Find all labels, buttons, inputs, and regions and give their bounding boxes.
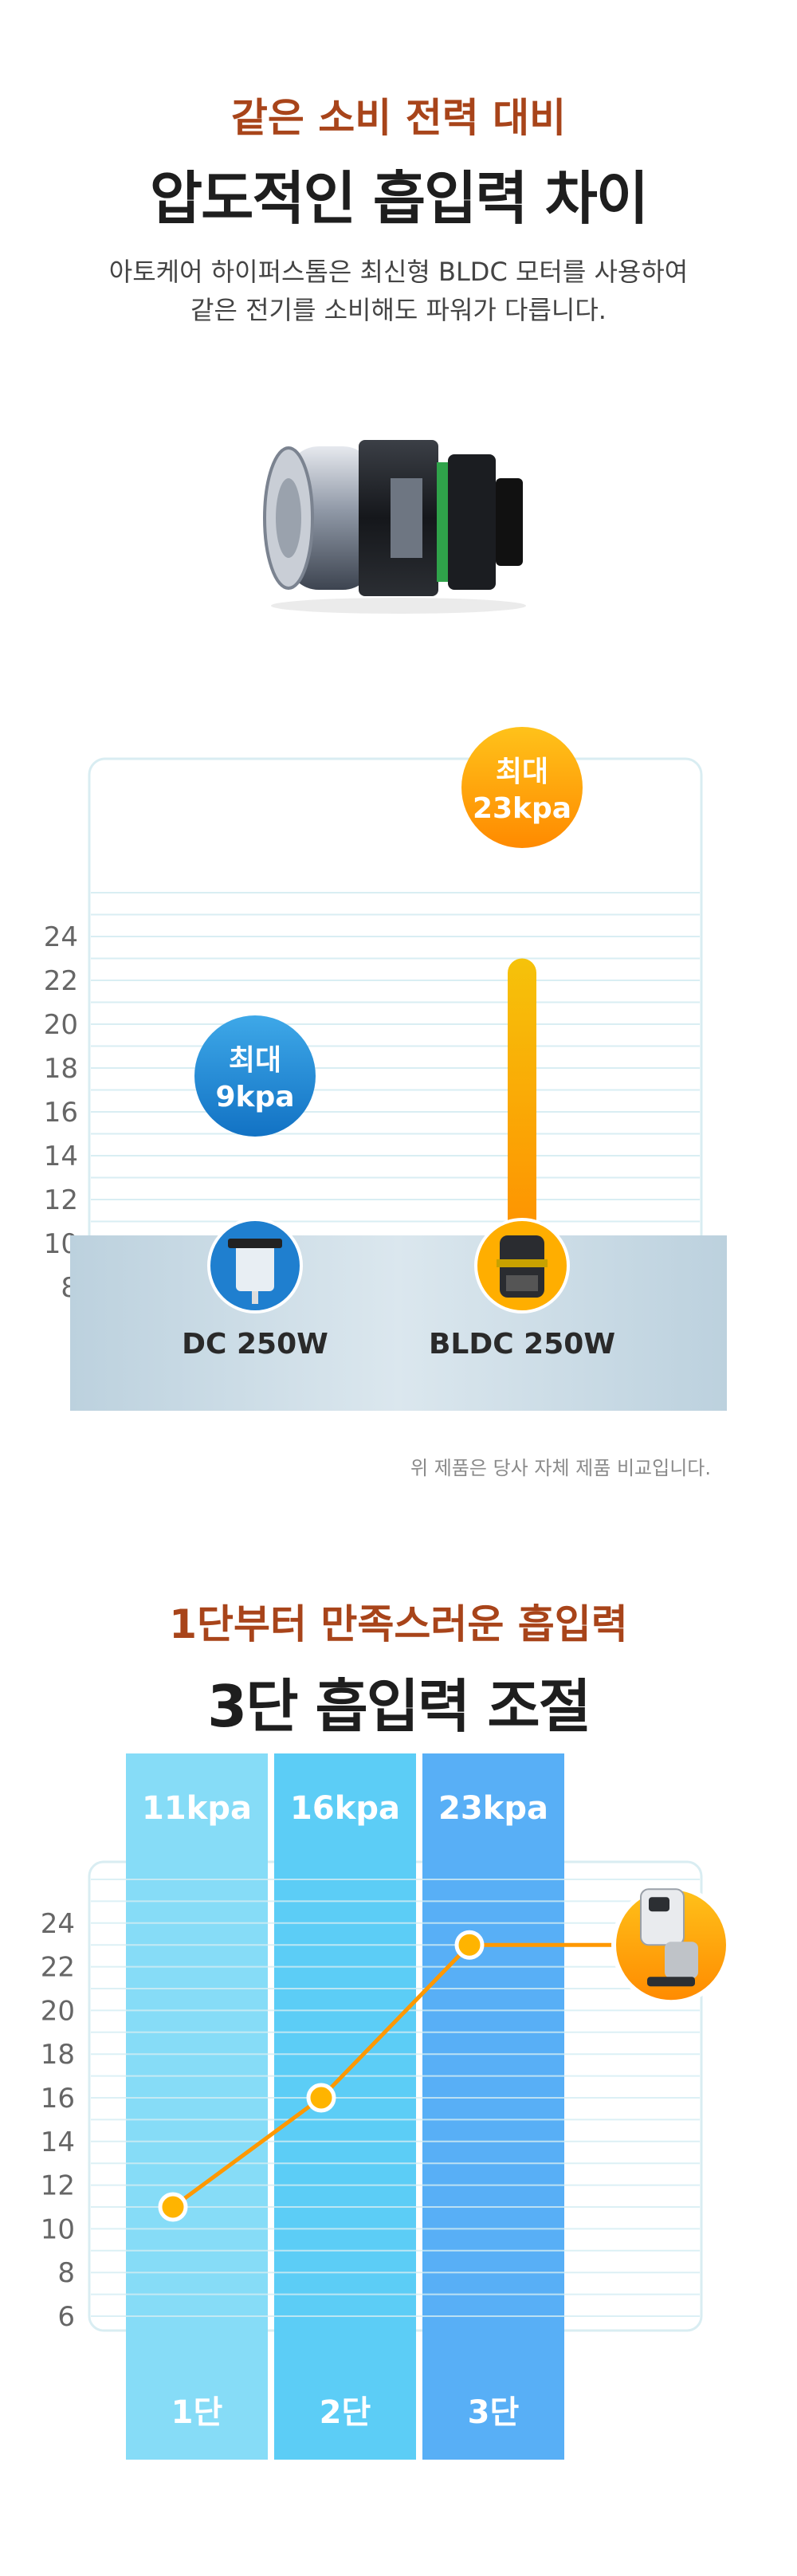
chart2-ytick-label: 14	[41, 2126, 75, 2158]
chart1-ytick-label: 24	[44, 921, 78, 953]
chart2-ytick-label: 10	[41, 2213, 75, 2245]
chart2-header-label: 16kpa	[290, 1790, 400, 1827]
chart1-value-label-bottom: 9kpa	[215, 1081, 294, 1113]
chart2-level-column	[126, 1753, 268, 2460]
dc-motor-icon	[207, 1218, 303, 1314]
chart2-ytick-label: 16	[41, 2083, 75, 2115]
chart1-value-bubble: 최대 9kpa	[194, 1015, 316, 1137]
section1-desc-line1: 아토케어 하이퍼스톰은 최신형 BLDC 모터를 사용하여	[108, 257, 689, 287]
chart2-category-label: 2단	[320, 2394, 371, 2431]
chart2-level-column	[422, 1753, 564, 2460]
chart1-bar	[508, 958, 536, 1275]
chart2-header-label: 23kpa	[438, 1790, 548, 1827]
vacuum-cleaner-icon	[611, 1885, 731, 2005]
chart2-ytick-label: 22	[41, 1952, 75, 1984]
chart1-value-label-bottom: 23kpa	[473, 792, 571, 825]
section1-subtitle: 같은 소비 전력 대비	[230, 95, 567, 141]
chart2-suction-levels: 11kpa 1단 16kpa 2단 23kpa 3단 6 8 10 12 14 16 18 20 22 24	[41, 1753, 731, 2460]
chart2-category-label: 1단	[171, 2394, 223, 2431]
section2-title: 3단 흡입력 조절	[207, 1673, 591, 1740]
chart2-ytick-label: 20	[41, 1995, 75, 2027]
chart2-point	[158, 2192, 188, 2222]
chart2-ytick-label: 24	[41, 1908, 75, 1940]
chart2-level-column	[274, 1753, 416, 2460]
section1-title: 압도적인 흡입력 차이	[149, 165, 649, 232]
chart2-point	[454, 1930, 485, 1960]
chart2-ytick-label: 6	[57, 2301, 75, 2333]
section2-subtitle: 1단부터 만족스러운 흡입력	[169, 1601, 628, 1647]
chart1-ytick-label: 12	[44, 1184, 78, 1216]
chart1-ytick-label: 20	[44, 1009, 78, 1041]
chart2-point	[306, 2083, 336, 2113]
chart1-value-bubble: 최대 23kpa	[461, 727, 583, 848]
chart1-ytick-label: 16	[44, 1097, 78, 1129]
chart1-base-band	[70, 1235, 727, 1411]
bldc-motor-illustration	[263, 440, 526, 614]
bldc-motor-icon	[474, 1218, 570, 1314]
chart1-value-label-top: 최대	[229, 1044, 281, 1077]
chart1-category-label: DC 250W	[182, 1328, 328, 1361]
chart2-category-label: 3단	[468, 2394, 520, 2431]
chart1-category-label: BLDC 250W	[429, 1328, 615, 1361]
chart1-ytick-label: 22	[44, 965, 78, 997]
chart2-ytick-label: 12	[41, 2170, 75, 2202]
chart1-ytick-label: 18	[44, 1053, 78, 1085]
chart2-ytick-label: 18	[41, 2039, 75, 2071]
section1-desc-line2: 같은 전기를 소비해도 파워가 다릅니다.	[190, 295, 607, 325]
chart1-value-label-top: 최대	[496, 756, 548, 788]
chart1-footnote: 위 제품은 당사 자체 제품 비교입니다.	[410, 1457, 711, 1479]
chart2-ytick-label: 8	[57, 2257, 75, 2289]
chart1-ytick-label: 14	[44, 1141, 78, 1172]
chart2-header-label: 11kpa	[142, 1790, 252, 1827]
